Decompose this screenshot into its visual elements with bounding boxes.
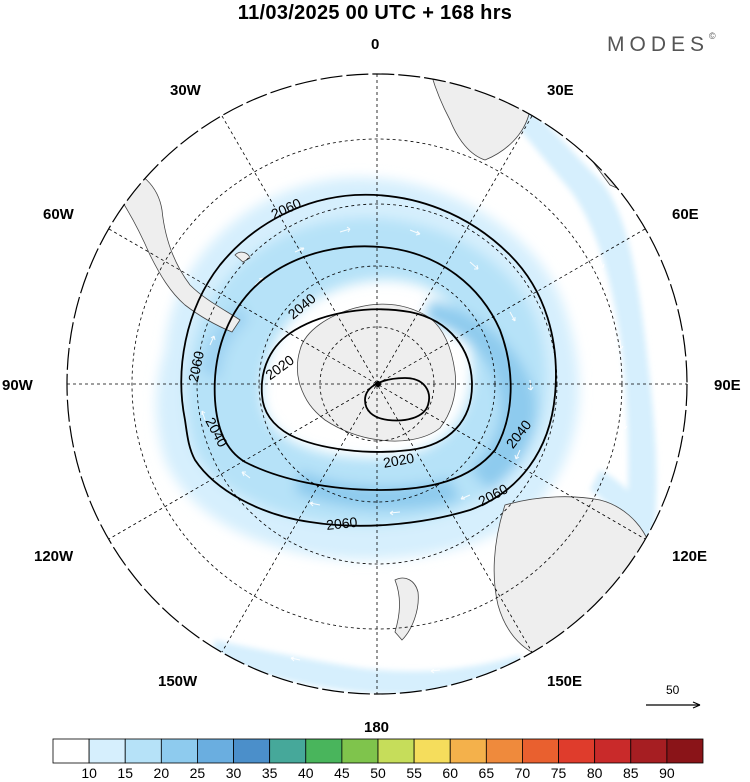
lon-label-90w: 90W [2,377,34,394]
lon-label-150w: 150W [158,673,198,690]
colorbar-tick-label: 85 [622,765,639,781]
colorbar-tick-label: 35 [261,765,278,781]
lon-label-60w: 60W [43,206,75,223]
brand-logo: MODES© [607,31,716,57]
lon-label-180: 180 [364,719,389,736]
lon-label-120e: 120E [672,548,707,565]
lon-label-120w: 120W [34,548,74,565]
polar-map: 2060 2040 2020 2060 2040 2020 2040 2060 … [2,36,741,736]
colorbar-tick-label: 15 [117,765,134,781]
colorbar-swatch [522,738,559,764]
new-zealand [394,577,419,641]
colorbar-swatch [377,738,415,764]
colorbar-tick-label: 25 [189,765,206,781]
wind-band-core [425,300,537,490]
colorbar-tick-label: 65 [478,765,495,781]
colorbar-swatch [305,738,343,764]
colorbar-swatch [124,738,162,764]
colorbar-swatch [558,738,596,764]
colorbar-tick-label: 55 [406,765,422,781]
australia [493,496,652,659]
colorbar-tick-label: 80 [586,765,603,781]
colorbar-swatch [160,738,198,764]
contour-label: 2020 [382,450,416,471]
longitude-labels: 0 30E 60E 90E 120E 150E 180 150W 120W 90… [2,36,741,736]
lon-label-0: 0 [371,36,379,53]
wind-vectors [201,226,628,674]
colorbar-swatch [52,738,90,764]
colorbar-swatch [449,738,487,764]
contour-inner-2020 [364,377,430,422]
lon-label-90e: 90E [714,377,741,394]
copyright-mark: © [709,31,716,41]
colorbar-tick-label: 40 [297,765,314,781]
brand-name: MODES [607,33,710,56]
colorbar-swatch [233,738,271,764]
lon-label-150e: 150E [547,673,582,690]
colorbar-swatch [413,738,451,764]
colorbar-tick-label: 30 [225,765,242,781]
contour-2040 [213,245,512,491]
lon-label-30e: 30E [547,82,574,99]
colorbar-tick-label: 70 [514,765,531,781]
colorbar-swatch [88,738,126,764]
map-title: 11/03/2025 00 UTC + 168 hrs [237,2,513,24]
colorbar-tick-label: 50 [370,765,386,781]
map-boundary [66,73,688,695]
colorbar-tick-label: 45 [334,765,350,781]
contour-2020 [260,308,473,453]
colorbar-tick-label: 75 [550,765,567,781]
south-georgia [234,251,251,263]
colorbar-swatch [341,738,379,764]
contour-label: 2060 [325,514,358,533]
reference-vector-label: 50 [666,683,680,697]
contour-label: 2060 [185,349,207,383]
colorbar-swatch [269,738,307,764]
graticule [67,74,687,694]
colorbar [52,738,704,764]
colorbar-tick-label: 20 [153,765,170,781]
reference-vector [646,701,701,709]
wind-band-mid [186,217,547,526]
colorbar-swatch [630,738,668,764]
colorbar-swatch [666,738,704,764]
colorbar-swatch [485,738,523,764]
colorbar-swatch [594,738,632,764]
lon-label-60e: 60E [672,206,699,223]
lon-label-30w: 30W [170,82,202,99]
colorbar-tick-label: 10 [81,765,97,781]
colorbar-tick-label: 90 [659,765,675,781]
colorbar-swatch [197,738,234,764]
colorbar-tick-label: 60 [442,765,459,781]
